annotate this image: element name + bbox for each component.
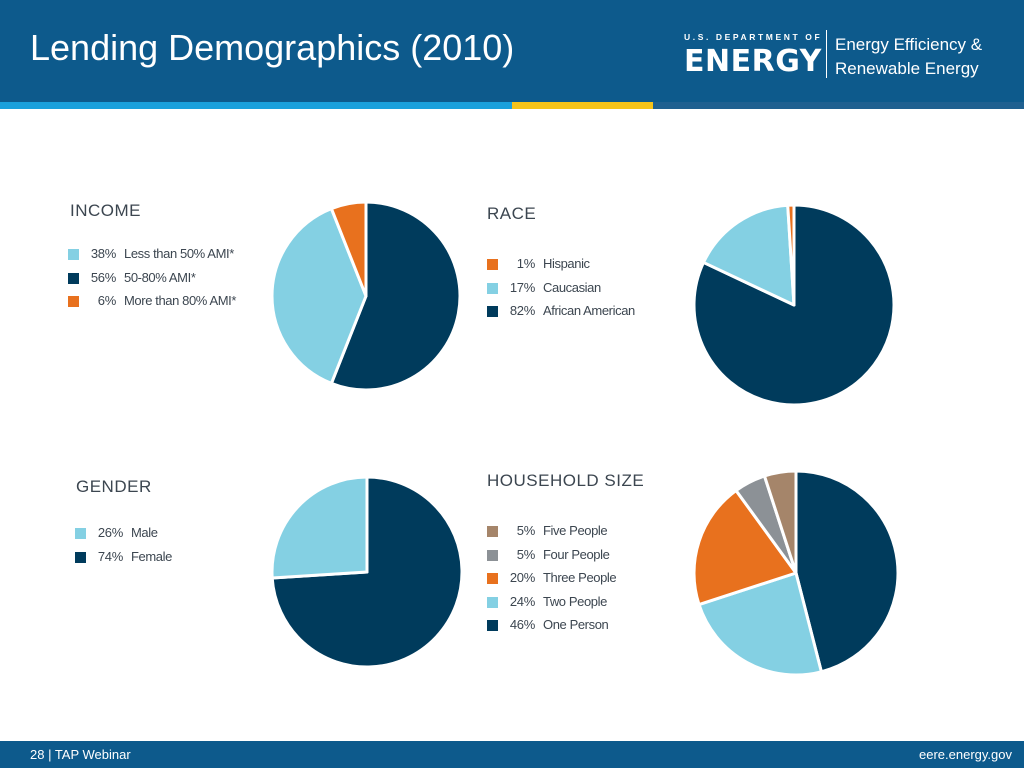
legend-label: Two People: [543, 593, 607, 609]
legend-percent: 56%: [90, 269, 116, 285]
legend-percent: 26%: [97, 525, 123, 540]
pie-slice-two-people: [697, 571, 823, 677]
gender-pie-chart: [270, 475, 464, 669]
pie-slice-50-80-ami: [329, 200, 462, 392]
legend-percent: 5%: [516, 546, 536, 562]
eere-line-2: Renewable Energy: [835, 59, 979, 78]
pie-slice-more-than-80-ami: [329, 200, 368, 298]
legend-label: Four People: [543, 546, 610, 562]
pie-slice-one-person: [794, 469, 900, 674]
legend-percent: 5%: [516, 523, 536, 538]
legend-swatch: [68, 272, 79, 284]
legend-swatch: [487, 306, 498, 317]
eere-line-1: Energy Efficiency &: [835, 35, 983, 54]
pie-slice-five-people: [762, 469, 798, 575]
legend-percent: 82%: [509, 303, 535, 318]
eere-logo-text: Energy Efficiency & Renewable Energy: [835, 33, 982, 81]
household-chart-title: HOUSEHOLD SIZE: [487, 471, 645, 490]
legend-label: 50-80% AMI*: [124, 269, 196, 285]
legend-label: African American: [543, 303, 635, 318]
footer-website: eere.energy.gov: [919, 747, 1012, 762]
doe-logo-big-text: ENERGY: [684, 44, 822, 79]
legend-swatch: [75, 551, 86, 563]
legend-label: Hispanic: [543, 256, 590, 271]
race-chart-title: RACE: [487, 204, 537, 223]
legend-percent: 17%: [509, 279, 535, 295]
income-pie-chart: [270, 200, 462, 392]
header-stripe-blue: [0, 102, 512, 109]
pie-slice-male: [270, 475, 369, 580]
legend-swatch: [68, 249, 79, 260]
legend-swatch: [68, 296, 79, 307]
pie-slice-less-than-50-ami: [270, 207, 368, 385]
legend-label: Less than 50% AMI*: [124, 246, 234, 261]
legend-swatch: [487, 282, 498, 294]
legend-swatch: [487, 620, 498, 631]
income-chart-title: INCOME: [70, 201, 141, 220]
race-pie-chart: [692, 203, 896, 407]
legend-swatch: [487, 573, 498, 584]
pie-slice-hispanic: [786, 203, 796, 307]
legend-swatch: [487, 549, 498, 561]
legend-percent: 38%: [90, 246, 116, 261]
legend-percent: 24%: [509, 593, 535, 609]
legend-label: Caucasian: [543, 279, 601, 295]
header-stripe-yellow: [512, 102, 653, 109]
doe-logo-small-text: U.S. DEPARTMENT OF: [684, 32, 823, 42]
legend-percent: 46%: [509, 617, 535, 632]
legend-swatch: [75, 528, 86, 539]
legend-label: Female: [131, 548, 172, 564]
slide-footer: 28 | TAP Webinar eere.energy.gov: [0, 741, 1024, 768]
legend-percent: 74%: [97, 548, 123, 564]
household-pie-chart: [692, 469, 900, 677]
legend-label: More than 80% AMI*: [124, 293, 237, 308]
pie-slice-three-people: [692, 488, 798, 607]
footer-slide-number: 28 | TAP Webinar: [30, 747, 131, 762]
header-stripe-dark: [653, 102, 1024, 109]
legend-label: Five People: [543, 523, 608, 538]
slide-title: Lending Demographics (2010): [30, 27, 515, 68]
legend-swatch: [487, 526, 498, 537]
legend-label: Three People: [543, 570, 617, 585]
legend-percent: 20%: [509, 570, 535, 585]
gender-chart-title: GENDER: [76, 477, 152, 496]
legend-label: Male: [131, 525, 158, 540]
logo-divider: [826, 30, 827, 78]
legend-percent: 6%: [97, 293, 117, 308]
legend-percent: 1%: [516, 256, 536, 271]
pie-slice-caucasian: [702, 203, 796, 307]
legend-swatch: [487, 259, 498, 270]
legend-swatch: [487, 596, 498, 608]
slide-header: Lending Demographics (2010) U.S. DEPARTM…: [0, 0, 1024, 102]
legend-label: One Person: [543, 617, 609, 632]
